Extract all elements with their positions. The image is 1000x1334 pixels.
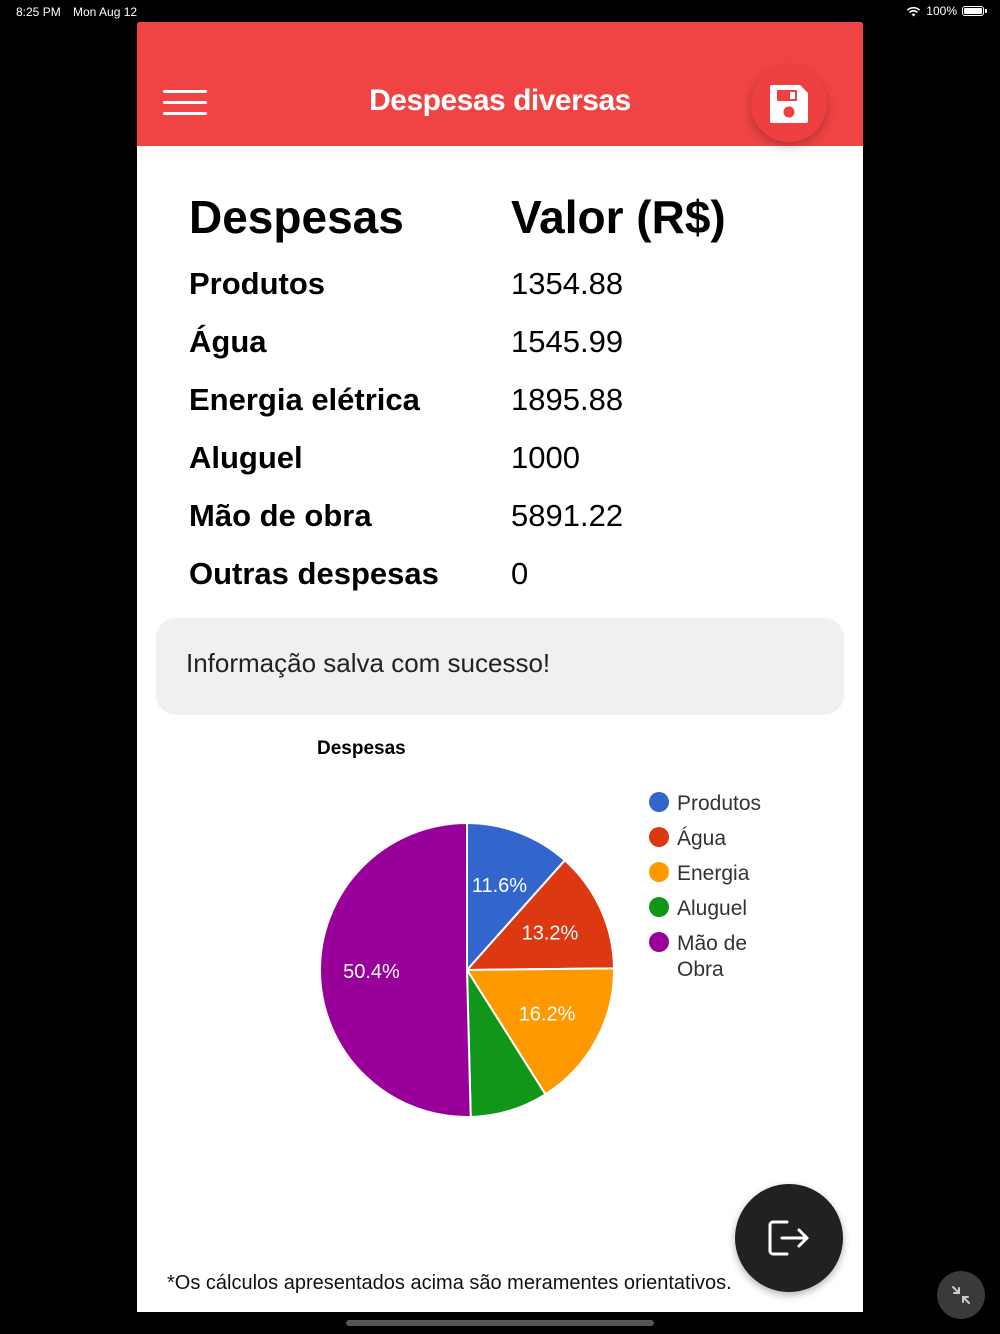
legend-label: Produtos: [677, 792, 761, 815]
expense-name: Aluguel: [189, 440, 303, 475]
expense-name: Energia elétrica: [189, 382, 420, 417]
table-header-row: Despesas Valor (R$): [189, 191, 749, 266]
toast-message: Informação salva com sucesso!: [186, 648, 551, 678]
hamburger-icon: [163, 90, 207, 115]
slice-percent-label: 16.2%: [519, 1004, 576, 1026]
save-button[interactable]: [751, 66, 827, 142]
expense-value: 0: [511, 556, 529, 591]
success-toast: Informação salva com sucesso!: [156, 618, 844, 715]
expenses-table: Despesas Valor (R$) Produtos 1354.88 Águ…: [189, 191, 749, 614]
legend-swatch: [649, 792, 669, 812]
expense-name: Produtos: [189, 266, 326, 301]
exit-button[interactable]: [735, 1184, 843, 1292]
menu-button[interactable]: [163, 90, 207, 118]
home-indicator: [346, 1320, 654, 1326]
expense-value: 1000: [511, 440, 580, 475]
pie-slice: [319, 821, 472, 1118]
chart-title: Despesas: [317, 738, 406, 759]
expenses-pie-chart: Despesas 11.6% 13.2% 16.2% 50.4% Produtos Ág…: [317, 738, 761, 1118]
app-window: Despesas diversas Despesas Valor (R$) Pr…: [137, 22, 863, 1312]
disclaimer-note: *Os cálculos apresentados acima são mera…: [167, 1272, 732, 1294]
table-row: Mão de obra 5891.22: [189, 498, 749, 556]
app-header: Despesas diversas: [137, 22, 863, 146]
slice-percent-label: 11.6%: [472, 875, 527, 897]
expense-value: 5891.22: [511, 498, 624, 533]
battery-icon: [962, 6, 987, 16]
table-row: Produtos 1354.88: [189, 266, 749, 324]
status-bar: 8:25 PM Mon Aug 12 100%: [0, 0, 1000, 24]
expense-name: Mão de obra: [189, 498, 372, 533]
legend-swatch: [649, 827, 669, 847]
expense-name: Outras despesas: [189, 556, 439, 591]
table-row: Água 1545.99: [189, 324, 749, 382]
expense-value: 1895.88: [511, 382, 624, 417]
status-time: 8:25 PM: [16, 5, 61, 19]
legend-swatch: [649, 897, 669, 917]
floppy-disk-icon: [770, 85, 808, 123]
legend-swatch: [649, 862, 669, 882]
page-title: Despesas diversas: [369, 84, 631, 117]
collapse-icon: [952, 1286, 970, 1304]
exit-icon: [768, 1220, 809, 1256]
slice-percent-label: 13.2%: [522, 922, 579, 944]
legend-label: Energia: [677, 862, 750, 885]
table-row: Energia elétrica 1895.88: [189, 382, 749, 440]
status-date: Mon Aug 12: [73, 5, 138, 19]
legend-label: Água: [677, 827, 726, 850]
pie-slice: [464, 858, 616, 972]
column-header-value: Valor (R$): [511, 191, 726, 243]
expense-name: Água: [189, 324, 267, 359]
collapse-button[interactable]: [937, 1271, 985, 1319]
legend-label: Mão de Obra: [677, 932, 747, 981]
legend-label: Aluguel: [677, 897, 747, 920]
expense-value: 1354.88: [511, 266, 624, 301]
status-indicators: 100%: [906, 4, 987, 18]
pie-slice: [466, 821, 567, 973]
slice-percent-label: 50.4%: [343, 961, 400, 983]
table-row: Aluguel 1000: [189, 440, 749, 498]
column-header-expense: Despesas: [189, 191, 404, 243]
wifi-icon: [907, 6, 921, 16]
pie-slice: [465, 967, 615, 1096]
legend-swatch: [649, 932, 669, 952]
table-row: Outras despesas 0: [189, 556, 749, 614]
battery-percent: 100%: [926, 4, 957, 18]
expense-value: 1545.99: [511, 324, 624, 359]
